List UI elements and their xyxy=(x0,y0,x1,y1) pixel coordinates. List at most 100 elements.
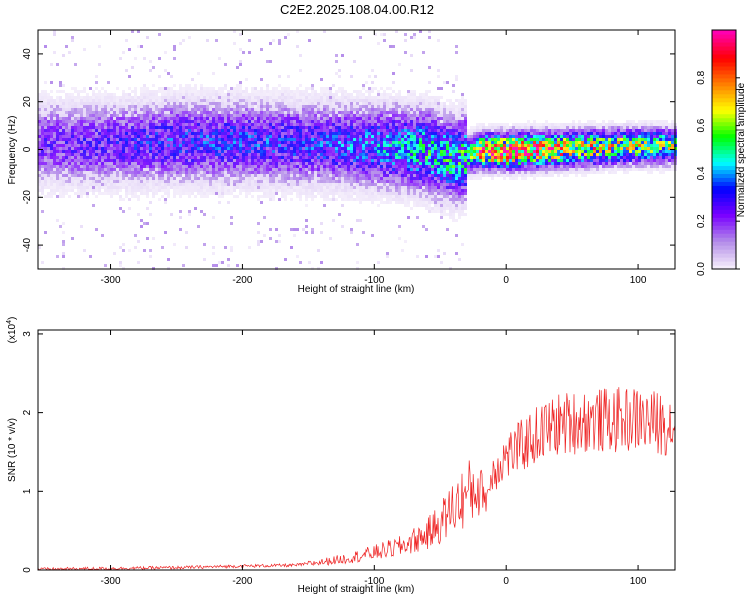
spectrogram-cell xyxy=(176,99,179,102)
spectrogram-cell xyxy=(377,108,380,111)
spectrogram-cell xyxy=(284,171,287,174)
spectrogram-cell xyxy=(77,177,80,180)
spectrogram-cell xyxy=(134,99,137,102)
spectrogram-cell xyxy=(299,147,302,150)
spectrogram-cell xyxy=(311,147,314,150)
spectrogram-cell xyxy=(404,201,407,204)
spectrogram-cell xyxy=(119,144,122,147)
spectrogram-cell xyxy=(131,150,134,153)
spectrogram-cell xyxy=(44,132,47,135)
spectrogram-cell xyxy=(272,99,275,102)
spectrogram-cell xyxy=(365,96,368,99)
spectrogram-cell xyxy=(191,147,194,150)
spectrogram-cell xyxy=(341,96,344,99)
spectrogram-cell xyxy=(116,144,119,147)
spectrogram-cell xyxy=(227,93,230,96)
spectrogram-cell xyxy=(83,120,86,123)
spectrogram-cell xyxy=(290,192,293,195)
spectrogram-cell xyxy=(167,129,170,132)
spectrogram-cell xyxy=(338,126,341,129)
spectrogram-cell xyxy=(386,102,389,105)
spectrogram-cell xyxy=(158,171,161,174)
spectrogram-cell xyxy=(86,93,89,96)
spectrogram-cell xyxy=(101,111,104,114)
spectrogram-cell xyxy=(104,129,107,132)
spectrogram-cell xyxy=(416,183,419,186)
spectrogram-cell xyxy=(305,87,308,90)
spectrogram-cell xyxy=(350,108,353,111)
spectrogram-cell xyxy=(110,156,113,159)
spectrogram-cell xyxy=(395,141,398,144)
spectrogram-cell xyxy=(77,165,80,168)
spectrogram-cell xyxy=(401,99,404,102)
spectrogram-cell xyxy=(89,102,92,105)
spectrogram-cell xyxy=(83,165,86,168)
spectrogram-cell xyxy=(182,114,185,117)
spectrogram-cell xyxy=(164,189,167,192)
spectrogram-cell xyxy=(44,231,47,234)
spectrogram-cell xyxy=(194,93,197,96)
spectrogram-cell xyxy=(422,111,425,114)
spectrogram-cell xyxy=(47,135,50,138)
spectrogram-cell xyxy=(317,99,320,102)
spectrogram-cell xyxy=(416,204,419,207)
spectrogram-cell xyxy=(80,165,83,168)
spectrogram-cell xyxy=(260,93,263,96)
spectrogram-cell xyxy=(275,240,278,243)
spectrogram-cell xyxy=(65,114,68,117)
spectrogram-cell xyxy=(338,162,341,165)
spectrogram-cell xyxy=(353,192,356,195)
spectrogram-cell xyxy=(47,93,50,96)
spectrogram-cell xyxy=(185,87,188,90)
spectrogram-cell xyxy=(173,99,176,102)
spectrogram-cell xyxy=(254,99,257,102)
spectrogram-cell xyxy=(293,99,296,102)
spectrogram-cell xyxy=(269,147,272,150)
spectrogram-cell xyxy=(422,96,425,99)
spectrogram-cell xyxy=(149,135,152,138)
spectrogram-cell xyxy=(272,195,275,198)
spectrogram-cell xyxy=(242,99,245,102)
spectrogram-cell xyxy=(149,102,152,105)
spectrogram-cell xyxy=(338,192,341,195)
spectrogram-cell xyxy=(233,171,236,174)
spectrogram-cell xyxy=(362,198,365,201)
spectrogram-cell xyxy=(218,153,221,156)
spectrogram-cell xyxy=(323,108,326,111)
spectrogram-cell xyxy=(221,156,224,159)
spectrogram-cell xyxy=(161,135,164,138)
spectrogram-cell xyxy=(323,150,326,153)
spectrogram-cell xyxy=(377,156,380,159)
spectrogram-cell xyxy=(209,159,212,162)
spectrogram-cell xyxy=(41,117,44,120)
spectrogram-cell xyxy=(41,177,44,180)
spectrogram-cell xyxy=(188,162,191,165)
spectrogram-cell xyxy=(176,90,179,93)
spectrogram-cell xyxy=(71,126,74,129)
spectrogram-cell xyxy=(422,114,425,117)
spectrogram-cell xyxy=(272,114,275,117)
spectrogram-cell xyxy=(344,132,347,135)
spectrogram-cell xyxy=(74,114,77,117)
spectrogram-cell xyxy=(182,162,185,165)
spectrogram-cell xyxy=(374,123,377,126)
spectrogram-cell xyxy=(365,90,368,93)
spectrogram-cell xyxy=(143,117,146,120)
spectrogram-cell xyxy=(62,117,65,120)
spectrogram-cell xyxy=(266,156,269,159)
spectrogram-cell xyxy=(368,75,371,78)
spectrogram-cell xyxy=(134,126,137,129)
spectrogram-cell xyxy=(137,165,140,168)
spectrogram-cell xyxy=(257,93,260,96)
spectrogram-cell xyxy=(350,183,353,186)
spectrogram-cell xyxy=(242,132,245,135)
spectrogram-cell xyxy=(143,138,146,141)
spectrogram-cell xyxy=(242,168,245,171)
spectrogram-cell xyxy=(221,159,224,162)
spectrogram-cell xyxy=(50,183,53,186)
spectrogram-cell xyxy=(272,111,275,114)
spectrogram-cell xyxy=(86,183,89,186)
spectrogram-cell xyxy=(362,108,365,111)
spectrogram-cell xyxy=(107,135,110,138)
spectrogram-cell xyxy=(179,153,182,156)
